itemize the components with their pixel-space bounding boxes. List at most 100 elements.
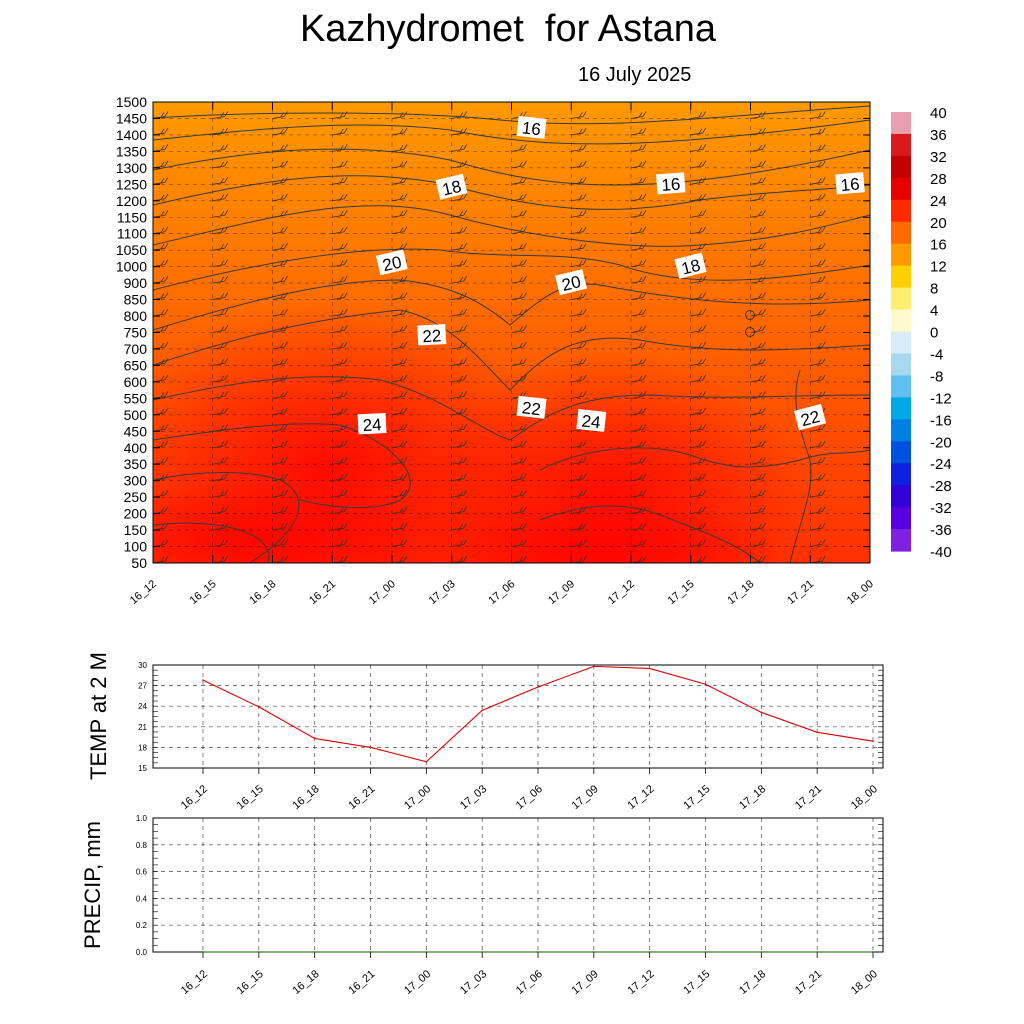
- wind-barb-feather: [817, 211, 822, 217]
- contour-label-box: [793, 403, 827, 431]
- wind-barb-feather: [882, 243, 885, 248]
- wind-barb: [571, 391, 587, 399]
- wind-barb-feather: [638, 441, 643, 447]
- wind-barb-feather: [878, 442, 881, 447]
- wind-barb-feather: [160, 227, 165, 233]
- wind-barb-feather: [463, 391, 468, 397]
- wind-barb: [451, 489, 468, 498]
- wind-barb-feather: [463, 242, 468, 249]
- wind-barb-feather: [758, 523, 762, 529]
- wind-barb-feather: [280, 540, 284, 546]
- colorbar-tick-label: 4: [930, 303, 938, 320]
- wind-barb-feather: [280, 441, 284, 447]
- wind-barb-feather: [702, 144, 707, 150]
- wind-barb-feather: [463, 127, 468, 134]
- wind-barb-shaft: [451, 395, 464, 399]
- wind-barb-feather: [459, 425, 464, 431]
- wind-barb-shaft: [511, 527, 524, 531]
- wind-barb-shaft: [571, 478, 584, 482]
- y-tick-label: 1300: [116, 160, 147, 176]
- wind-barb-feather: [280, 128, 284, 134]
- wind-barb-feather: [459, 507, 464, 513]
- wind-barb-shaft: [630, 511, 644, 515]
- wind-barb-shaft: [571, 116, 584, 119]
- wind-barb-shaft: [750, 181, 763, 185]
- wind-barb-feather: [284, 391, 288, 397]
- panel-x-tick-label: 17_00: [402, 968, 433, 997]
- wind-barb-shaft: [212, 264, 225, 268]
- wind-barb-feather: [578, 227, 583, 233]
- wind-barb-feather: [578, 178, 583, 184]
- wind-barb-feather: [285, 95, 288, 100]
- wind-barb: [212, 177, 229, 185]
- wind-barb-feather: [220, 112, 225, 118]
- wind-barb: [391, 127, 408, 136]
- wind-barb-feather: [403, 440, 408, 446]
- wind-barb-feather: [339, 260, 344, 266]
- wind-barb: [571, 374, 587, 383]
- panel-x-tick-label: 17_06: [514, 968, 545, 997]
- wind-barb: [272, 391, 288, 399]
- wind-barb: [810, 275, 826, 284]
- y-tick-label: 750: [124, 325, 148, 341]
- wind-barb-feather: [284, 210, 288, 216]
- series-point: [648, 951, 651, 953]
- wind-barb-feather: [762, 127, 766, 134]
- wind-barb-feather: [642, 210, 647, 216]
- contour-label: 22: [417, 324, 447, 346]
- wind-barb-shaft: [391, 527, 405, 531]
- wind-barb: [451, 440, 468, 449]
- wind-barb-shaft: [690, 412, 703, 416]
- wind-barb-shaft: [690, 445, 703, 449]
- wind-barb: [451, 341, 468, 350]
- wind-barb-feather: [698, 161, 703, 167]
- wind-barb: [869, 546, 870, 547]
- wind-barb-feather: [339, 457, 344, 464]
- wind-barb: [630, 539, 647, 547]
- panel-x-tick-label: 16_15: [235, 968, 266, 997]
- wind-barb: [750, 111, 766, 119]
- wind-barb: [272, 111, 288, 119]
- wind-barb-feather: [821, 325, 826, 331]
- wind-barb-feather: [164, 193, 169, 199]
- wind-barb-feather: [519, 276, 523, 283]
- wind-barb-feather: [160, 293, 165, 299]
- wind-barb-shaft: [810, 395, 823, 399]
- panel-y-tick-label: 21: [138, 723, 147, 732]
- wind-barb: [869, 134, 870, 135]
- wind-barb-shaft: [750, 379, 763, 383]
- wind-barb-feather: [702, 506, 707, 512]
- wind-barb-shaft: [750, 116, 763, 119]
- wind-barb: [750, 489, 766, 498]
- wind-barb-feather: [702, 374, 707, 381]
- wind-barb: [511, 308, 527, 317]
- wind-barb-feather: [339, 293, 344, 299]
- wind-barb-feather: [224, 210, 229, 216]
- wind-barb-feather: [403, 407, 408, 414]
- wind-barb-feather: [762, 374, 766, 381]
- wind-barb: [690, 193, 707, 202]
- wind-barb-feather: [758, 457, 762, 464]
- wind-barb: [690, 102, 694, 103]
- wind-barb-feather: [638, 276, 643, 283]
- series-point: [593, 665, 595, 668]
- wind-barb-feather: [459, 211, 464, 217]
- wind-barb-shaft: [511, 494, 524, 498]
- series-point: [872, 951, 874, 953]
- wind-barb-feather: [582, 391, 587, 397]
- wind-barb-feather: [399, 211, 404, 217]
- wind-barb-feather: [284, 127, 288, 134]
- wind-barb-shaft: [391, 363, 405, 366]
- wind-barb-feather: [403, 127, 408, 134]
- panel-x-tick-label: 17_18: [737, 783, 768, 812]
- wind-barb-feather: [878, 310, 881, 315]
- wind-barb-feather: [224, 193, 229, 199]
- y-tick-label: 1500: [116, 94, 147, 110]
- wind-barb-feather: [817, 556, 822, 562]
- wind-barb: [869, 463, 870, 465]
- wind-barb-feather: [821, 374, 826, 381]
- wind-barb-feather: [702, 242, 707, 249]
- wind-barb-shaft: [451, 379, 464, 383]
- x-tick-label: 16_18: [247, 578, 278, 607]
- wind-barb-shaft: [630, 280, 644, 284]
